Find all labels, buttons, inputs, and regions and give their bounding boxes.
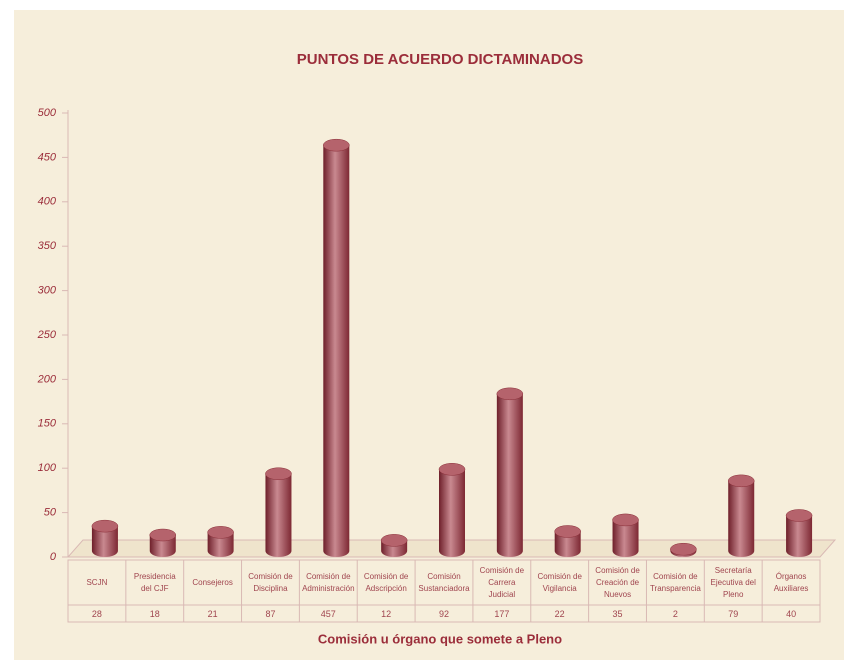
x-axis-title: Comisión u órgano que somete a Pleno [318, 631, 562, 646]
bar-body [149, 535, 176, 557]
bar [91, 519, 119, 557]
category-cell: Comisión Sustanciadora [418, 571, 470, 593]
x-tick-label: Comisión de Administración [302, 571, 355, 593]
category-cell: Secretaría Ejecutiva del Pleno [710, 565, 756, 599]
y-tick-label: 200 [37, 373, 57, 385]
bar [265, 467, 292, 557]
category-cell: Comisión de Adscripción [363, 571, 409, 593]
bar-body [323, 145, 350, 557]
bar [612, 513, 639, 557]
value-label: 28 [92, 609, 102, 619]
bar-top [265, 467, 292, 480]
x-tick-label: Comisión de Adscripción [363, 571, 409, 593]
category-cell: Comisión de Disciplina [248, 571, 293, 593]
category-cell: Comisión de Carrera Judicial [479, 565, 525, 599]
y-tick-label: 100 [38, 462, 57, 474]
y-tick-label: 400 [38, 196, 57, 208]
x-tick-label: Comisión de Vigilancia [537, 571, 582, 593]
bar-body [91, 526, 118, 557]
bar [149, 528, 177, 557]
category-cell: Órganos Auxiliares [773, 571, 809, 593]
x-tick-label: Comisión de Creación de Nuevos [595, 565, 640, 599]
bar-top [785, 509, 813, 522]
x-tick-label: Secretaría Ejecutiva del Pleno [710, 565, 756, 599]
bar-body [612, 519, 639, 557]
y-tick-label: 350 [38, 240, 57, 252]
x-tick-label: Órganos Auxiliares [773, 571, 809, 593]
bar-top [670, 542, 697, 556]
bar [380, 534, 408, 557]
bar-top [438, 463, 466, 476]
x-tick-label: Presidencia del CJF [133, 571, 176, 593]
bar-top [91, 519, 119, 533]
bar-top [149, 528, 177, 542]
value-label: 87 [265, 609, 275, 619]
bar [207, 526, 234, 557]
y-tick-label: 300 [38, 285, 57, 297]
category-cell: SCJN [86, 577, 108, 587]
bar-top [496, 387, 524, 401]
bar-body [554, 531, 581, 557]
bar-top [207, 526, 234, 539]
x-tick-label: SCJN [86, 577, 108, 587]
bar [496, 387, 524, 557]
bar [323, 138, 350, 557]
value-label: 18 [150, 609, 160, 619]
bar-top [323, 138, 350, 152]
x-tick-label: Comisión de Carrera Judicial [479, 565, 525, 599]
y-tick-label: 50 [44, 507, 57, 519]
value-label: 457 [321, 609, 336, 619]
bar-top [727, 474, 755, 488]
category-cell: Presidencia del CJF [133, 571, 176, 593]
y-tick-label: 150 [38, 418, 57, 430]
bar-body [728, 480, 755, 557]
category-cell: Comisión de Creación de Nuevos [595, 565, 640, 599]
value-label: 40 [786, 609, 796, 619]
bar-body [439, 469, 465, 557]
bar-body [496, 393, 523, 557]
bar-top [612, 513, 639, 527]
value-label: 92 [439, 609, 449, 619]
value-label: 35 [613, 609, 623, 619]
y-tick-label: 500 [38, 107, 57, 119]
bar-body [207, 532, 234, 557]
bar [670, 542, 697, 557]
x-tick-label: Comisión Sustanciadora [418, 571, 470, 593]
bar [438, 463, 466, 557]
y-tick-label: 250 [37, 329, 57, 341]
bar [727, 474, 755, 557]
category-cell: Comisión de Administración [302, 571, 355, 593]
value-label: 79 [728, 609, 738, 619]
bar [554, 525, 581, 557]
value-label: 12 [381, 609, 391, 619]
bar-top [380, 534, 408, 547]
category-cell: Consejeros [192, 577, 233, 587]
data-table [67, 559, 821, 623]
bar-body [265, 473, 292, 557]
x-tick-label: Comisión de Disciplina [248, 571, 293, 593]
value-label: 22 [555, 609, 565, 619]
value-label: 21 [208, 609, 218, 619]
category-cell: Comisión de Vigilancia [537, 571, 582, 593]
value-label: 2 [673, 609, 678, 619]
y-tick-label: 0 [50, 551, 57, 563]
bar [785, 509, 813, 557]
value-label: 177 [494, 609, 509, 619]
category-cell: Comisión de Transparencia [649, 571, 701, 593]
bar-body [786, 515, 813, 557]
x-tick-label: Consejeros [192, 577, 233, 587]
y-tick-label: 450 [38, 151, 57, 163]
bar-top [554, 525, 581, 538]
x-tick-label: Comisión de Transparencia [649, 571, 701, 593]
chart-title: PUNTOS DE ACUERDO DICTAMINADOS [297, 51, 583, 68]
